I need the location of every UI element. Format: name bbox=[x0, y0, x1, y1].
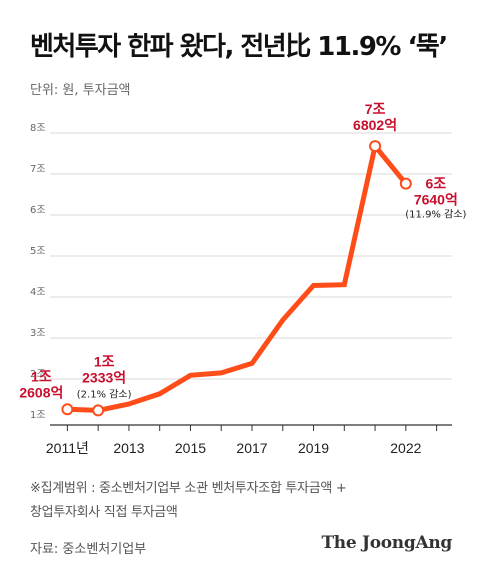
x-tick-label: 2011년 bbox=[46, 440, 89, 456]
note-line-2: 창업투자회사 직접 투자금액 bbox=[30, 505, 178, 520]
data-label: 7조 bbox=[365, 101, 386, 117]
data-sub-label: (11.9% 감소) bbox=[405, 209, 466, 221]
point-layer bbox=[61, 140, 412, 417]
y-tick-label: 8조 bbox=[30, 123, 46, 134]
y-tick-label: 1조 bbox=[30, 410, 46, 421]
data-point bbox=[92, 404, 105, 417]
y-tick-label: 4조 bbox=[30, 287, 46, 298]
y-tick-label: 2조 bbox=[30, 369, 46, 380]
data-label: 1조 bbox=[94, 353, 115, 369]
x-tick-label: 2019 bbox=[298, 440, 329, 456]
data-label: 1조 bbox=[31, 368, 52, 384]
data-label: 2608억 bbox=[19, 384, 63, 400]
data-label: 2333억 bbox=[82, 369, 126, 385]
data-sub-label: (2.1% 감소) bbox=[77, 388, 132, 400]
y-tick-label: 7조 bbox=[30, 164, 46, 175]
data-point bbox=[399, 177, 412, 190]
series-line bbox=[67, 140, 408, 413]
x-tick-label: 2015 bbox=[175, 440, 206, 456]
chart-title: 벤처투자 한파 왔다, 전년比 11.9% ‘뚝’ bbox=[30, 32, 448, 62]
x-tick-label: 2013 bbox=[113, 440, 144, 456]
data-label: 6802억 bbox=[353, 117, 397, 133]
unit-label: 단위: 원, 투자금액 bbox=[30, 83, 131, 98]
data-label: 7640억 bbox=[414, 192, 458, 208]
line-layer bbox=[67, 140, 408, 413]
brand-logo: The JoongAng bbox=[321, 533, 452, 553]
y-tick-label: 6조 bbox=[30, 205, 46, 216]
y-tick-label: 5조 bbox=[30, 246, 46, 257]
x-tick-label: 2022 bbox=[390, 440, 421, 456]
y-tick-label: 3조 bbox=[30, 328, 46, 339]
note-line-1: ※집계범위 : 중소벤처기업부 소관 벤처투자조합 투자금액 + bbox=[30, 481, 347, 496]
data-point bbox=[61, 403, 74, 416]
source-label: 자료: 중소벤처기업부 bbox=[30, 542, 147, 557]
data-label: 6조 bbox=[426, 176, 447, 192]
data-point bbox=[369, 140, 382, 153]
x-tick-label: 2017 bbox=[236, 440, 267, 456]
grid-layer bbox=[50, 132, 452, 380]
